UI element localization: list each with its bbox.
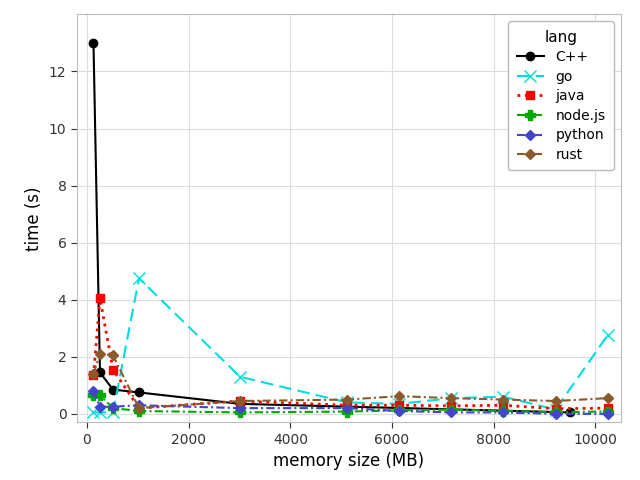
- rust: [344, 396, 351, 402]
- java: [396, 402, 403, 408]
- rust: [96, 351, 104, 357]
- C++: [90, 40, 97, 46]
- python: [135, 402, 143, 408]
- go: [135, 276, 143, 281]
- X-axis label: memory size (MB): memory size (MB): [273, 452, 424, 470]
- go: [90, 409, 97, 415]
- python: [344, 405, 351, 411]
- java: [604, 405, 611, 411]
- node.js: [604, 408, 611, 414]
- rust: [135, 405, 143, 411]
- go: [604, 333, 611, 338]
- rust: [447, 395, 455, 401]
- node.js: [90, 393, 97, 398]
- Legend: C++, go, java, node.js, python, rust: C++, go, java, node.js, python, rust: [508, 21, 614, 170]
- java: [447, 403, 455, 409]
- go: [96, 409, 104, 415]
- rust: [396, 393, 403, 399]
- Y-axis label: time (s): time (s): [25, 186, 44, 251]
- python: [604, 411, 611, 417]
- Line: C++: C++: [90, 39, 574, 417]
- java: [135, 405, 143, 411]
- node.js: [236, 409, 244, 415]
- node.js: [109, 405, 117, 411]
- rust: [552, 398, 559, 404]
- python: [96, 404, 104, 409]
- python: [552, 411, 559, 417]
- C++: [135, 390, 143, 396]
- rust: [500, 396, 508, 402]
- python: [447, 409, 455, 415]
- python: [90, 388, 97, 394]
- go: [344, 399, 351, 405]
- node.js: [447, 407, 455, 412]
- java: [552, 406, 559, 411]
- Line: node.js: node.js: [88, 390, 612, 417]
- python: [109, 404, 117, 409]
- java: [236, 398, 244, 404]
- rust: [604, 395, 611, 401]
- go: [552, 407, 559, 412]
- node.js: [344, 408, 351, 414]
- node.js: [552, 409, 559, 415]
- C++: [236, 401, 244, 407]
- python: [500, 409, 508, 415]
- go: [447, 395, 455, 401]
- C++: [566, 409, 574, 415]
- Line: rust: rust: [90, 350, 611, 412]
- Line: python: python: [90, 387, 611, 417]
- python: [396, 408, 403, 414]
- node.js: [396, 408, 403, 413]
- rust: [90, 371, 97, 377]
- node.js: [135, 408, 143, 414]
- python: [236, 405, 244, 411]
- java: [96, 295, 104, 301]
- go: [236, 374, 244, 380]
- rust: [236, 398, 244, 404]
- java: [109, 367, 117, 372]
- java: [90, 372, 97, 378]
- node.js: [96, 393, 104, 398]
- rust: [109, 352, 117, 358]
- node.js: [500, 408, 508, 414]
- C++: [96, 370, 104, 375]
- java: [500, 402, 508, 408]
- Line: go: go: [88, 273, 613, 418]
- Line: java: java: [90, 294, 612, 413]
- C++: [109, 387, 117, 393]
- go: [109, 409, 117, 415]
- java: [344, 402, 351, 408]
- go: [396, 401, 403, 407]
- go: [500, 394, 508, 400]
